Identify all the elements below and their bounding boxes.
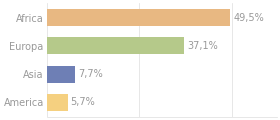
Text: 5,7%: 5,7% xyxy=(71,97,95,107)
Bar xyxy=(46,94,68,111)
Bar xyxy=(46,66,75,83)
Bar xyxy=(46,37,184,54)
Text: 49,5%: 49,5% xyxy=(233,13,264,23)
Text: 37,1%: 37,1% xyxy=(187,41,218,51)
Text: 7,7%: 7,7% xyxy=(78,69,103,79)
Bar xyxy=(46,9,230,26)
